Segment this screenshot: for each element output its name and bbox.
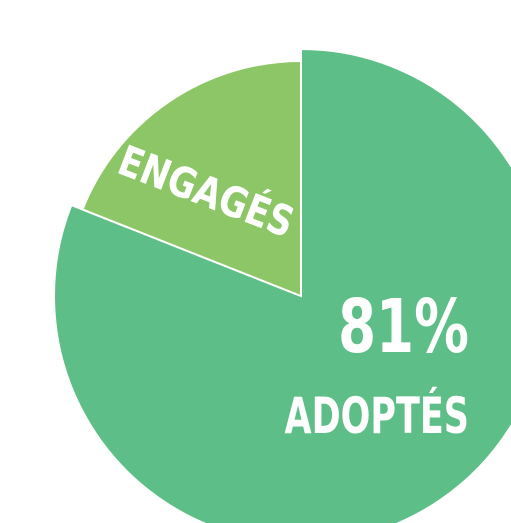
pie-slice-engages: [81, 59, 302, 298]
slice-value-adoptes: 81%: [338, 285, 469, 370]
pie-slice-adoptes: [53, 47, 511, 523]
slice-label-adoptes: ADOPTÉS: [285, 387, 469, 446]
pie-slices: [53, 47, 511, 523]
